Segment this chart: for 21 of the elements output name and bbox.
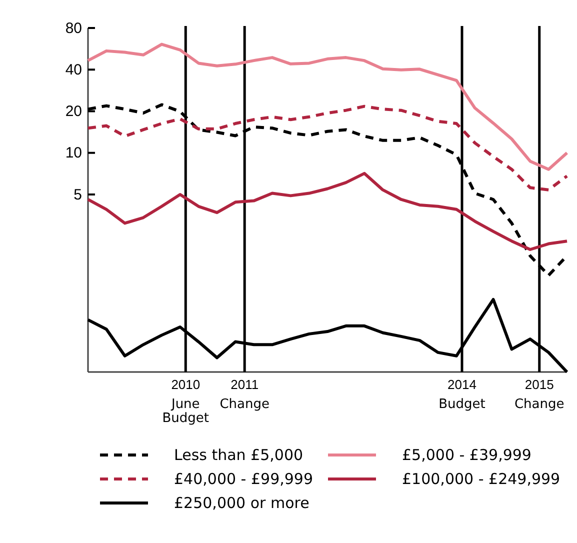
y-tick-label: 10 bbox=[65, 144, 82, 162]
legend-label: £40,000 - £99,999 bbox=[174, 470, 314, 488]
line-series bbox=[86, 42, 568, 171]
x-tick-label: 2011 bbox=[230, 377, 259, 392]
x-tick-label: 2010 bbox=[171, 377, 200, 392]
x-tick-label: 2014 bbox=[448, 377, 476, 392]
legend-label: Less than £5,000 bbox=[174, 446, 304, 464]
y-tick-label: 5 bbox=[74, 186, 82, 204]
y-tick-label: 20 bbox=[65, 103, 82, 120]
y-tick-label: 80 bbox=[65, 20, 82, 37]
x-tick-label: 2015 bbox=[524, 377, 554, 392]
line-series bbox=[86, 104, 568, 192]
line-series bbox=[86, 172, 568, 251]
y-tick-label: 40 bbox=[65, 61, 82, 78]
ref-line-label: Budget bbox=[438, 397, 486, 412]
legend-label: £5,000 - £39,999 bbox=[402, 446, 532, 464]
ref-line-label: Change bbox=[220, 397, 270, 412]
ref-line-label: June Budget bbox=[162, 397, 210, 426]
legend-label: £100,000 - £249,999 bbox=[402, 470, 560, 488]
ref-line-label: Change bbox=[514, 397, 564, 412]
legend-label: £250,000 or more bbox=[174, 494, 310, 512]
